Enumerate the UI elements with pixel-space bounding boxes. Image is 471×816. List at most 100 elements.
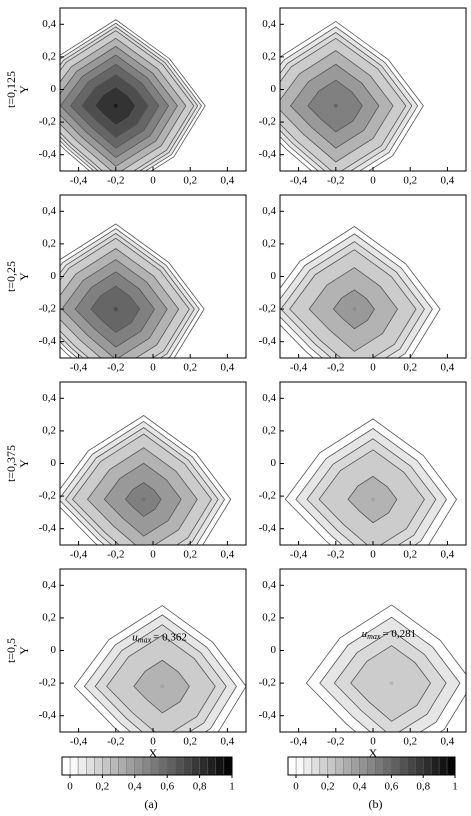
- y-tick-label: 0: [271, 270, 277, 282]
- colorbar-cell: [175, 756, 184, 776]
- y-tick-label: -0,2: [39, 116, 56, 128]
- colorbar-tick-label: 1: [229, 781, 235, 793]
- peak: [141, 497, 146, 502]
- colorbar-tick-label: 0,6: [160, 781, 174, 793]
- contours: [60, 415, 232, 545]
- annotation: umax = 0,362: [132, 631, 187, 644]
- contour-line: [284, 418, 457, 545]
- colorbar-cell: [77, 756, 87, 776]
- y-tick-label: 0,4: [42, 392, 56, 404]
- peak: [160, 684, 165, 689]
- y-tick-label: -0,4: [259, 148, 277, 160]
- x-tick-label: -0,2: [107, 362, 124, 374]
- x-tick-label: 0,2: [403, 549, 417, 561]
- x-tick-label: 0,4: [441, 736, 455, 748]
- x-axis-label: X: [369, 746, 378, 760]
- colorbar-cell: [183, 756, 192, 776]
- y-tick-label: 0: [51, 644, 57, 656]
- contours: [284, 418, 457, 545]
- x-tick-label: -0,2: [107, 736, 124, 748]
- y-tick-label: -0,2: [39, 490, 56, 502]
- colorbar-tick-label: 0: [293, 781, 299, 793]
- peak: [113, 307, 118, 312]
- annotation-text: = 0,362: [153, 631, 187, 643]
- colorbar-tick-label: 0,6: [385, 781, 399, 793]
- colorbar-cell: [446, 756, 456, 776]
- contour-line: [60, 19, 206, 171]
- colorbar-cell: [295, 756, 305, 776]
- colorbar-cell: [375, 756, 384, 776]
- x-tick-label: 0,4: [221, 736, 235, 748]
- peak: [113, 103, 118, 108]
- annotation-symbol: u: [362, 628, 368, 640]
- y-tick-label: -0,4: [39, 709, 57, 721]
- contours: [280, 20, 424, 171]
- x-tick-label: 0,2: [183, 549, 197, 561]
- x-tick-label: 0: [370, 549, 376, 561]
- colorbar-cell: [207, 756, 216, 776]
- colorbar-cell: [407, 756, 416, 776]
- x-tick-label: 0,2: [183, 736, 197, 748]
- colorbar-tick-label: 0,2: [96, 781, 110, 793]
- x-tick-label: -0,2: [327, 362, 344, 374]
- y-tick-label: 0,2: [42, 237, 56, 249]
- annotation-text: = 0,281: [382, 628, 416, 640]
- y-tick-label: 0,2: [262, 611, 276, 623]
- colorbar-cell: [215, 756, 225, 776]
- colorbar-tick-label: 0,4: [128, 781, 142, 793]
- colorbar-tick-label: 0: [67, 781, 73, 793]
- y-tick-label: 0,4: [262, 579, 276, 591]
- colorbar-cell: [126, 756, 135, 776]
- colorbar-tick-label: 0,4: [353, 781, 367, 793]
- y-tick-label: -0,2: [259, 677, 276, 689]
- x-tick-label: -0,2: [327, 736, 344, 748]
- peak: [371, 497, 375, 502]
- y-tick-label: 0: [271, 83, 277, 95]
- y-tick-label: -0,4: [39, 522, 57, 534]
- colorbar-cell: [415, 756, 424, 776]
- colorbar-tick-label: 0,8: [416, 781, 430, 793]
- x-tick-label: 0,2: [403, 362, 417, 374]
- colorbar-cell: [319, 756, 329, 776]
- colorbar-cell: [327, 756, 336, 776]
- x-tick-label: 0,4: [441, 549, 455, 561]
- x-tick-label: 0: [150, 549, 156, 561]
- colorbar-cell: [158, 756, 168, 776]
- contour-line: [73, 605, 246, 732]
- colorbar-frame: [61, 756, 233, 776]
- x-tick-label: 0,2: [183, 362, 197, 374]
- x-tick-label: -0,4: [70, 175, 88, 187]
- x-tick-label: -0,4: [70, 549, 88, 561]
- y-tick-label: -0,2: [259, 303, 276, 315]
- y-tick-label: 0,4: [42, 18, 56, 30]
- y-tick-label: -0,2: [259, 490, 276, 502]
- y-axis-label: Y: [17, 459, 31, 468]
- y-axis-label: Y: [17, 85, 31, 94]
- y-tick-label: 0,2: [42, 50, 56, 62]
- y-tick-label: -0,4: [259, 522, 277, 534]
- colorbar-cell: [191, 756, 200, 776]
- colorbar-cell: [391, 756, 400, 776]
- caption: (b): [369, 797, 383, 811]
- x-tick-label: 0,2: [183, 175, 197, 187]
- colorbar-cell: [166, 756, 176, 776]
- colorbar-cell: [134, 756, 144, 776]
- y-tick-label: -0,4: [39, 148, 57, 160]
- x-tick-label: -0,4: [70, 362, 88, 374]
- colorbar-cell: [351, 756, 360, 776]
- annotation-symbol: u: [132, 631, 138, 643]
- x-tick-label: 0,4: [221, 175, 235, 187]
- colorbar-cell: [383, 756, 392, 776]
- x-tick-label: -0,2: [327, 549, 344, 561]
- y-tick-label: 0,4: [262, 392, 276, 404]
- colorbar-cell: [423, 756, 432, 776]
- x-tick-label: 0: [150, 175, 156, 187]
- x-tick-label: 0: [370, 175, 376, 187]
- colorbar-cell: [223, 756, 233, 776]
- annotation-subscript: max: [138, 635, 152, 644]
- x-tick-label: -0,4: [290, 736, 308, 748]
- colorbar-pad: [61, 756, 71, 776]
- x-tick-label: -0,2: [107, 549, 124, 561]
- colorbar-pad: [287, 756, 297, 776]
